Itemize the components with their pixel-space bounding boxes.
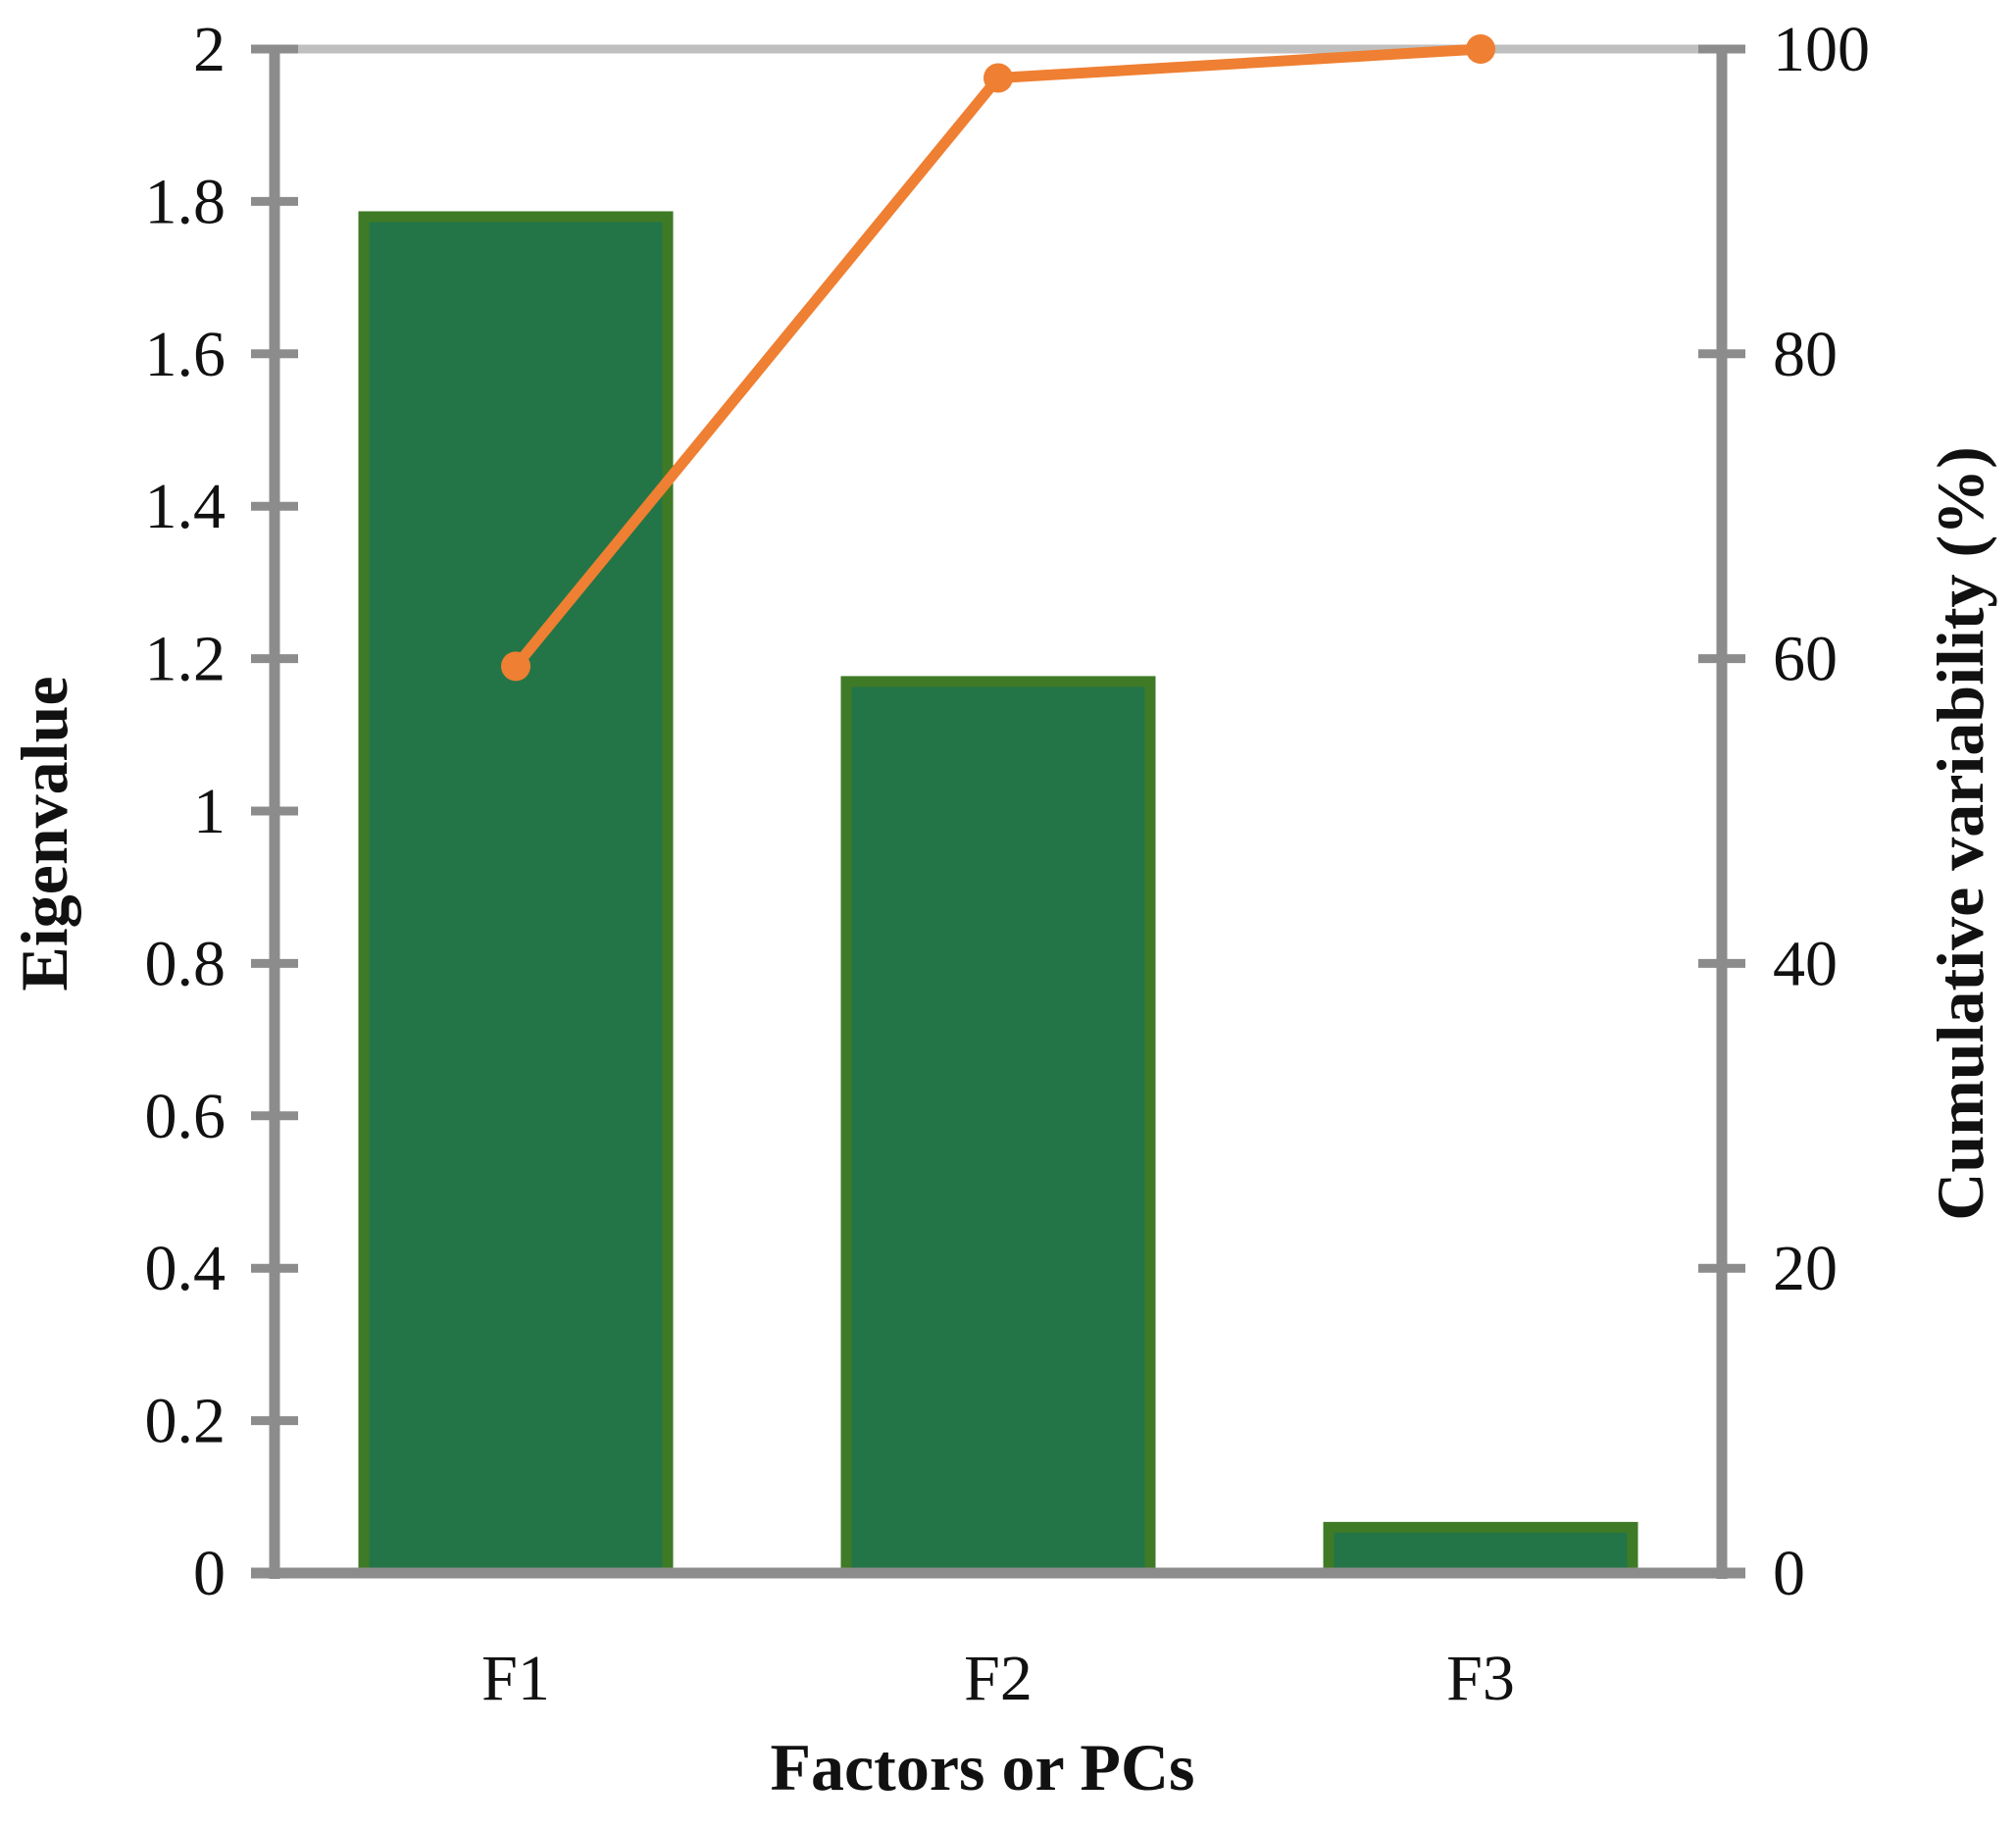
y-tick-label: 1.2: [145, 624, 227, 695]
bars: [358, 211, 1638, 1579]
cumulative-point-f1: [501, 651, 530, 682]
tick-labels: 00.20.40.60.811.21.41.61.82020406080100F…: [145, 14, 1871, 1714]
x-tick-label-f1: F1: [481, 1643, 550, 1714]
y-tick-label: 0.2: [145, 1386, 227, 1457]
y-tick-label: 1.8: [145, 166, 227, 237]
y-tick-label: 0.8: [145, 928, 227, 999]
bar-f1: [358, 211, 674, 1579]
y-tick-label: 1.4: [145, 471, 227, 542]
y2-tick-label: 40: [1773, 928, 1838, 999]
y-tick-label: 2: [193, 14, 226, 85]
y-tick-label: 1.6: [145, 319, 227, 390]
y-tick-label: 1: [193, 776, 226, 847]
bar-f3: [1323, 1521, 1638, 1579]
cumulative-line: [501, 34, 1495, 682]
axes: [251, 44, 1745, 1579]
y-tick-label: 0.6: [145, 1081, 227, 1152]
y2-axis-title: Cumulative variability (%): [1923, 446, 1997, 1221]
y-axis-title: Eigenvalue: [7, 676, 81, 991]
y-tick-label: 0: [193, 1538, 226, 1609]
x-tick-label-f3: F3: [1446, 1643, 1515, 1714]
y2-tick-label: 60: [1773, 624, 1838, 695]
y2-tick-label: 0: [1773, 1538, 1805, 1609]
y2-tick-label: 80: [1773, 319, 1838, 390]
cumulative-point-f2: [983, 63, 1013, 93]
x-axis-title: Factors or PCs: [770, 1730, 1194, 1804]
y2-tick-label: 20: [1773, 1233, 1838, 1304]
y2-tick-label: 100: [1773, 14, 1870, 85]
bar-f2: [840, 676, 1156, 1579]
cumulative-point-f3: [1466, 34, 1495, 64]
x-tick-label-f2: F2: [964, 1643, 1033, 1714]
y-tick-label: 0.4: [145, 1233, 227, 1304]
